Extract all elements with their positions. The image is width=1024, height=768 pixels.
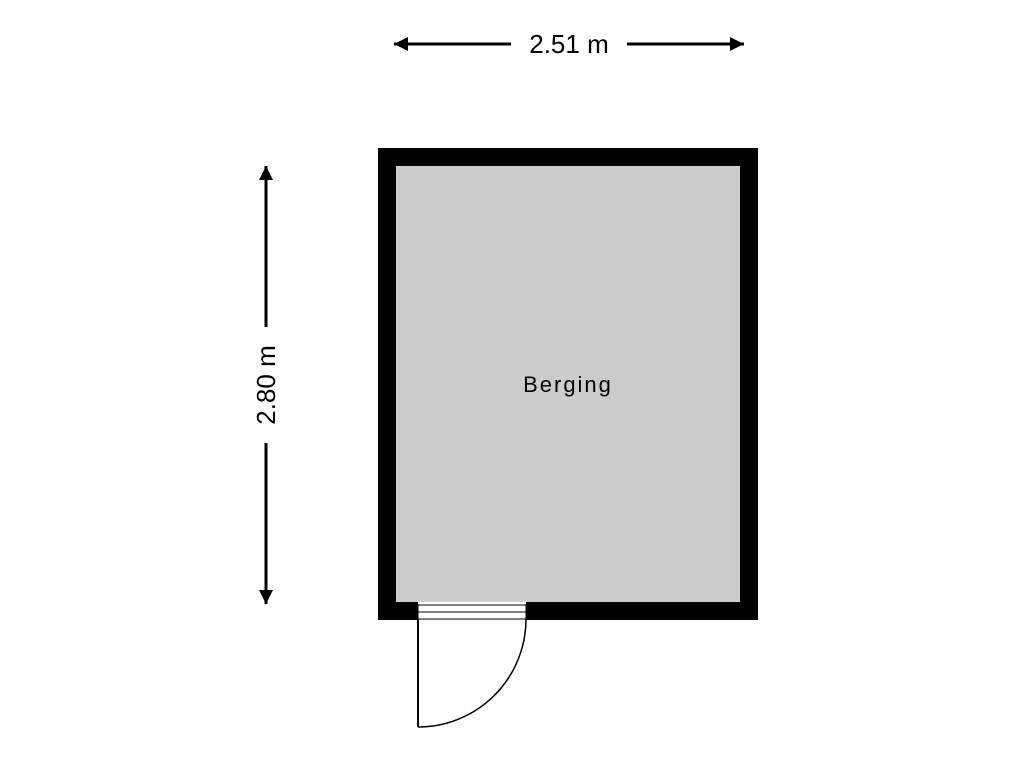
dim-height-arrow-top [259, 166, 273, 180]
dim-height-label: 2.80 m [251, 345, 281, 425]
room-label: Berging [523, 372, 613, 397]
dim-width-label: 2.51 m [529, 29, 609, 59]
dim-height-arrow-bottom [259, 590, 273, 604]
floorplan-canvas: Berging 2.51 m 2.80 m [0, 0, 1024, 768]
dim-width-arrow-right [730, 37, 744, 51]
dim-width-arrow-left [394, 37, 408, 51]
door-swing-arc [418, 619, 526, 727]
